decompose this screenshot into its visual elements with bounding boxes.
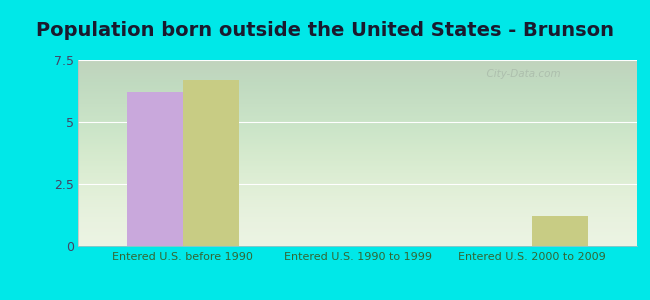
Bar [532,216,588,246]
Bar [127,92,183,246]
Bar [183,80,239,246]
Text: City-Data.com: City-Data.com [480,69,561,79]
Text: Population born outside the United States - Brunson: Population born outside the United State… [36,21,614,40]
